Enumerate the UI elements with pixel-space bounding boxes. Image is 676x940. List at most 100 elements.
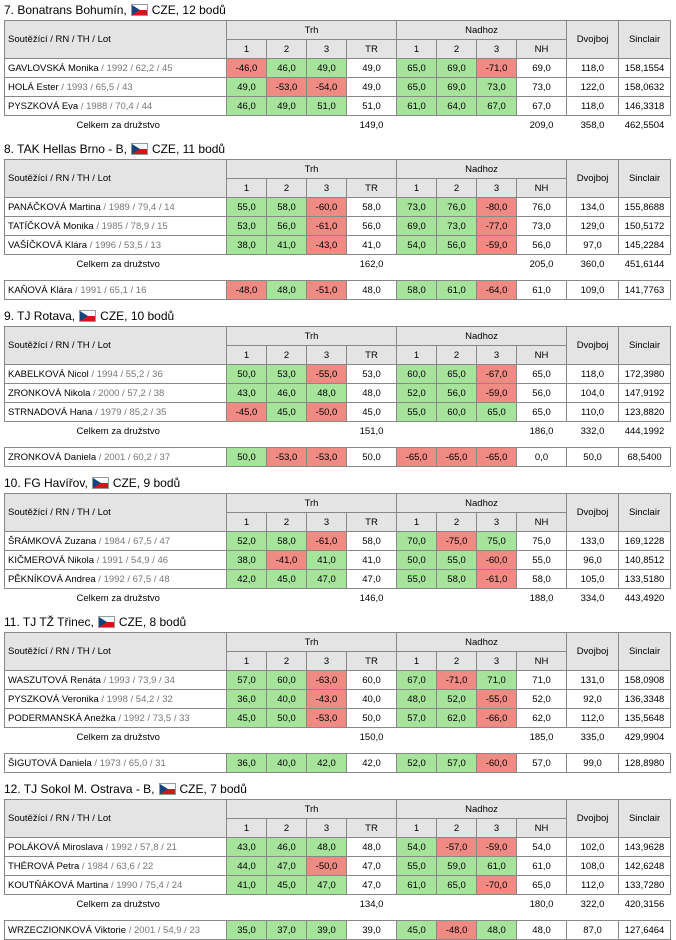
athlete-header: Soutěžící / RN / TH / Lot xyxy=(4,493,227,532)
snatch-attempt-2: 60,0 xyxy=(266,670,307,690)
snatch-attempt-1: 43,0 xyxy=(226,383,267,403)
snatch-attempt-3: -61,0 xyxy=(306,531,347,551)
snatch-tr-header: TR xyxy=(345,651,398,671)
snatch-2-header: 2 xyxy=(266,651,307,671)
snatch-attempt-1: -48,0 xyxy=(226,280,267,300)
empty-cell xyxy=(306,254,347,274)
team-total-tr: 162,0 xyxy=(346,254,397,274)
total-cell: 131,0 xyxy=(566,670,620,690)
snatch-2-header: 2 xyxy=(266,345,307,365)
cj-best: 56,0 xyxy=(516,383,568,403)
header-row-1: Soutěžící / RN / TH / Lot Trh Nadhoz Dvojbo… xyxy=(4,799,672,838)
sinclair-header: Sinclair xyxy=(618,799,672,838)
snatch-best: 41,0 xyxy=(345,550,398,570)
total-cell: 118,0 xyxy=(566,364,620,384)
total-cell: 102,0 xyxy=(566,837,620,857)
snatch-attempt-3: 47,0 xyxy=(306,569,347,589)
empty-cell xyxy=(266,254,307,274)
snatch-attempt-3: -50,0 xyxy=(306,856,347,876)
cj-attempt-1: 70,0 xyxy=(396,531,438,551)
total-cell: 110,0 xyxy=(566,402,620,422)
athlete-row: ŠRÁMKOVÁ Zuzana / 1984 / 67,5 / 47 52,0 58… xyxy=(4,531,672,551)
snatch-attempt-1: 38,0 xyxy=(226,235,267,255)
cj-attempt-3: -59,0 xyxy=(476,235,518,255)
snatch-1-header: 1 xyxy=(226,512,267,532)
cj-attempt-2: 61,0 xyxy=(436,280,478,300)
cj-nh-header: NH xyxy=(516,651,568,671)
empty-cell xyxy=(436,254,477,274)
cj-attempt-3: 48,0 xyxy=(476,920,518,940)
cj-attempt-2: 57,0 xyxy=(436,753,478,773)
total-cell: 118,0 xyxy=(566,96,620,116)
sinclair-cell: 141,7763 xyxy=(618,280,672,300)
sinclair-header: Sinclair xyxy=(618,493,672,532)
sinclair-cell: 128,8980 xyxy=(618,753,672,773)
total-header: Dvojboj xyxy=(566,799,620,838)
sinclair-header: Sinclair xyxy=(618,632,672,671)
snatch-best: 53,0 xyxy=(345,364,398,384)
team-points: CZE, 12 bodů xyxy=(151,3,226,17)
athlete-name-cell: KAŇOVÁ Klára / 1991 / 65,1 / 16 xyxy=(4,280,227,300)
cj-attempt-2: 58,0 xyxy=(436,569,478,589)
snatch-attempt-3: 42,0 xyxy=(306,753,347,773)
cj-best: 76,0 xyxy=(516,197,568,217)
snatch-attempt-1: -46,0 xyxy=(226,58,267,78)
cj-best: 65,0 xyxy=(516,875,568,895)
athlete-meta: / 1992 / 57,8 / 21 xyxy=(103,841,177,853)
snatch-attempt-1: 57,0 xyxy=(226,670,267,690)
snatch-attempt-3: -54,0 xyxy=(306,77,347,97)
team-title: 12. TJ Sokol M. Ostrava - B, CZE, 7 bodů xyxy=(4,779,676,799)
snatch-attempt-2: 58,0 xyxy=(266,531,307,551)
cj-attempt-1: 55,0 xyxy=(396,402,438,422)
sinclair-cell: 147,9192 xyxy=(618,383,672,403)
athlete-header: Soutěžící / RN / TH / Lot xyxy=(4,632,227,671)
athlete-row: PYSZKOVÁ Eva / 1988 / 70,4 / 44 46,0 49,0 5… xyxy=(4,96,672,116)
athlete-header: Soutěžící / RN / TH / Lot xyxy=(4,159,227,198)
athlete-meta: / 2001 / 60,2 / 37 xyxy=(96,451,171,463)
cze-flag-icon xyxy=(130,143,148,155)
athlete-name-cell: GAVLOVSKÁ Monika / 1992 / 62,2 / 45 xyxy=(4,58,227,78)
team-total-sinclair: 429,9904 xyxy=(618,727,671,747)
athlete-name: KABELKOVÁ Nicol xyxy=(8,368,89,380)
cj-nh-header: NH xyxy=(516,818,568,838)
snatch-2-header: 2 xyxy=(266,178,307,198)
snatch-best: 58,0 xyxy=(345,531,398,551)
cj-attempt-1: -65,0 xyxy=(396,447,438,467)
cj-1-header: 1 xyxy=(396,39,438,59)
team-name: 7. Bonatrans Bohumín, xyxy=(4,3,127,17)
cj-2-header: 2 xyxy=(436,178,478,198)
athlete-meta: / 1996 / 53,5 / 13 xyxy=(87,239,161,251)
cj-attempt-1: 55,0 xyxy=(396,569,438,589)
team-total-nh: 186,0 xyxy=(516,421,567,441)
snatch-attempt-2: 48,0 xyxy=(266,280,307,300)
snatch-attempt-1: 36,0 xyxy=(226,689,267,709)
empty-cell xyxy=(306,115,347,135)
athlete-row: VAŠÍČKOVÁ Klára / 1996 / 53,5 / 13 38,0 41… xyxy=(4,235,672,255)
athlete-meta: / 1990 / 75,4 / 24 xyxy=(108,879,183,891)
athlete-meta: / 1979 / 85,2 / 35 xyxy=(92,406,167,418)
athlete-name-cell: PYSZKOVÁ Eva / 1988 / 70,4 / 44 xyxy=(4,96,227,116)
total-cell: 134,0 xyxy=(566,197,620,217)
athlete-name: PODERMANSKÁ Anežka xyxy=(8,712,116,724)
athlete-name-cell: TATÍČKOVÁ Monika / 1985 / 78,9 / 15 xyxy=(4,216,227,236)
cj-attempt-2: 64,0 xyxy=(436,96,478,116)
snatch-best: 58,0 xyxy=(345,197,398,217)
snatch-best: 40,0 xyxy=(345,689,398,709)
cj-attempt-2: 56,0 xyxy=(436,383,478,403)
team-section: 7. Bonatrans Bohumín, CZE, 12 bodů Soutěží… xyxy=(4,0,676,135)
snatch-1-header: 1 xyxy=(226,345,267,365)
team-total-dvojboj: 358,0 xyxy=(566,115,619,135)
team-total-tr: 150,0 xyxy=(346,727,397,747)
total-cell: 105,0 xyxy=(566,569,620,589)
cj-2-header: 2 xyxy=(436,818,478,838)
empty-cell xyxy=(476,421,517,441)
cze-flag-icon xyxy=(97,616,115,628)
sinclair-cell: 140,8512 xyxy=(618,550,672,570)
team-total-nh: 209,0 xyxy=(516,115,567,135)
cj-best: 61,0 xyxy=(516,280,568,300)
athlete-row: KOUTŇÁKOVÁ Martina / 1990 / 75,4 / 24 41,… xyxy=(4,875,672,895)
header-row-1: Soutěžící / RN / TH / Lot Trh Nadhoz Dvojbo… xyxy=(4,632,672,671)
empty-cell xyxy=(226,254,267,274)
athlete-name-cell: POLÁKOVÁ Miroslava / 1992 / 57,8 / 21 xyxy=(4,837,227,857)
athlete-name: GAVLOVSKÁ Monika xyxy=(8,62,99,74)
